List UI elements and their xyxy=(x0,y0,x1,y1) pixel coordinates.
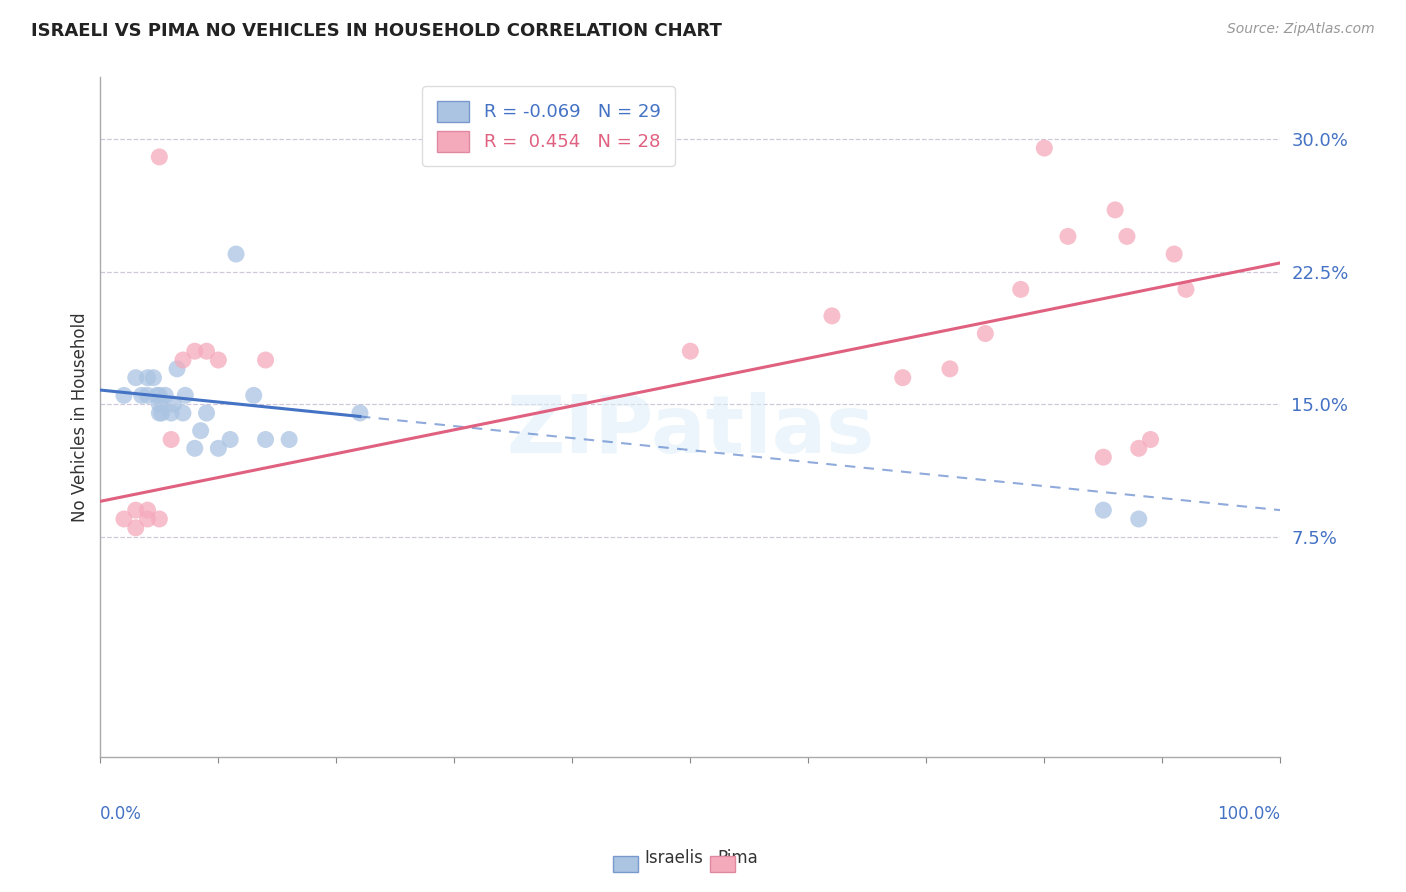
Point xyxy=(172,406,194,420)
Point xyxy=(112,512,135,526)
Text: ISRAELI VS PIMA NO VEHICLES IN HOUSEHOLD CORRELATION CHART: ISRAELI VS PIMA NO VEHICLES IN HOUSEHOLD… xyxy=(31,22,721,40)
Text: Israelis: Israelis xyxy=(644,849,703,867)
Point xyxy=(131,388,153,402)
Point xyxy=(225,247,247,261)
Point xyxy=(1139,433,1161,447)
Point xyxy=(136,370,159,384)
Point xyxy=(136,503,159,517)
Point xyxy=(195,406,218,420)
Point xyxy=(142,370,165,384)
Point xyxy=(821,309,844,323)
Legend: R = -0.069   N = 29, R =  0.454   N = 28: R = -0.069 N = 29, R = 0.454 N = 28 xyxy=(422,87,675,166)
Point xyxy=(148,512,170,526)
Point xyxy=(172,353,194,368)
Point xyxy=(254,433,277,447)
Point xyxy=(1033,141,1056,155)
Point xyxy=(1163,247,1185,261)
Point xyxy=(679,344,702,359)
Text: Pima: Pima xyxy=(717,849,758,867)
Point xyxy=(219,433,242,447)
Point xyxy=(349,406,371,420)
Point xyxy=(155,388,177,402)
Point xyxy=(207,353,229,368)
Point xyxy=(136,388,159,402)
Point xyxy=(254,353,277,368)
Point xyxy=(1104,202,1126,217)
Point xyxy=(160,406,183,420)
Point xyxy=(125,503,148,517)
Point xyxy=(125,521,148,535)
Point xyxy=(174,388,197,402)
Point xyxy=(160,433,183,447)
Point xyxy=(1128,512,1150,526)
Point xyxy=(974,326,997,341)
Point xyxy=(148,388,170,402)
Point xyxy=(195,344,218,359)
Point xyxy=(125,370,148,384)
Text: 0.0%: 0.0% xyxy=(100,805,142,823)
Y-axis label: No Vehicles in Household: No Vehicles in Household xyxy=(72,312,89,522)
Point xyxy=(1092,503,1115,517)
Text: 100.0%: 100.0% xyxy=(1218,805,1281,823)
Point xyxy=(939,362,962,376)
Point xyxy=(184,442,207,456)
Point xyxy=(112,388,135,402)
Point xyxy=(1116,229,1139,244)
Text: Source: ZipAtlas.com: Source: ZipAtlas.com xyxy=(1227,22,1375,37)
Point xyxy=(184,344,207,359)
Point xyxy=(146,388,169,402)
Point xyxy=(1057,229,1080,244)
Text: ZIPatlas: ZIPatlas xyxy=(506,392,875,470)
Point xyxy=(148,406,170,420)
Point xyxy=(1092,450,1115,465)
Point xyxy=(1128,442,1150,456)
Point xyxy=(150,406,173,420)
Point xyxy=(278,433,301,447)
Point xyxy=(891,370,914,384)
Point xyxy=(1174,282,1197,296)
Point xyxy=(148,150,170,164)
Point xyxy=(136,512,159,526)
Point xyxy=(166,362,188,376)
Point xyxy=(148,397,170,411)
Point xyxy=(190,424,212,438)
Point xyxy=(1010,282,1032,296)
Point xyxy=(242,388,264,402)
Point xyxy=(207,442,229,456)
Point xyxy=(162,397,184,411)
